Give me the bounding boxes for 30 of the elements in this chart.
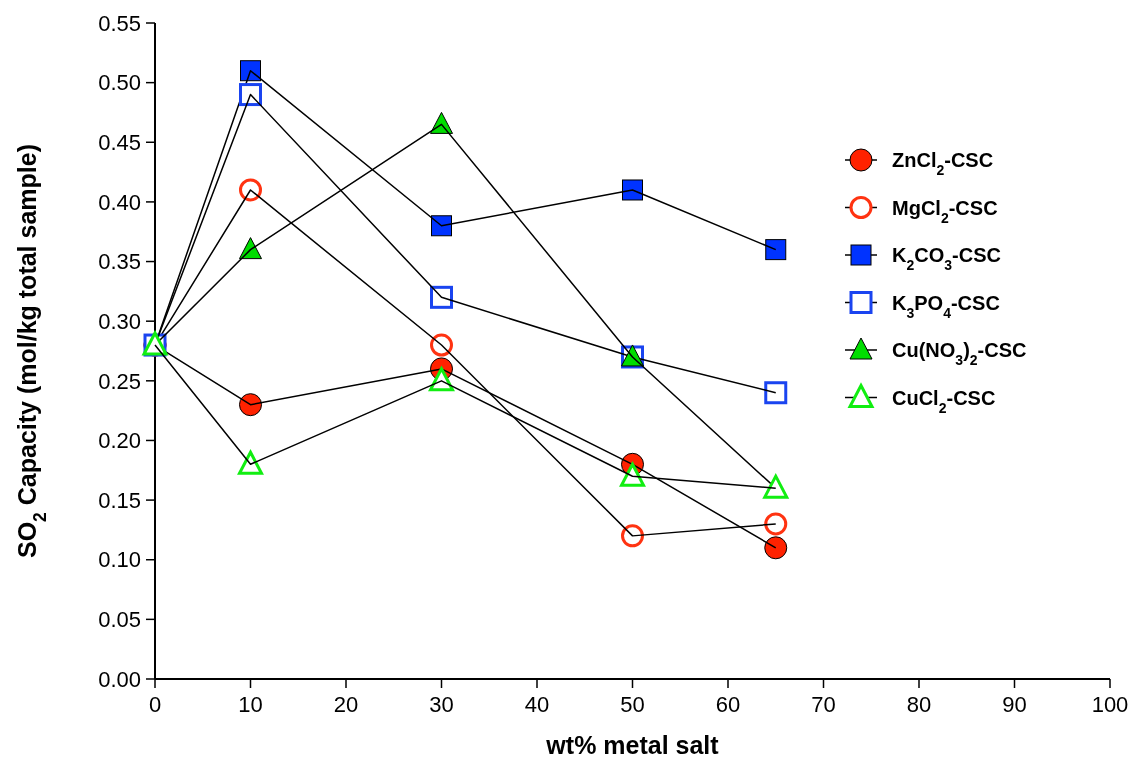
- y-tick-label: 0.00: [98, 666, 141, 692]
- y-tick-label: 0.45: [98, 129, 141, 155]
- legend-label: CuCl$_{2}$-CSC: [892, 386, 996, 416]
- x-tick-label: 80: [906, 692, 932, 717]
- x-tick-label: 60: [715, 692, 741, 717]
- x-axis-title: wt% metal salt: [545, 731, 720, 759]
- x-tick-label: 40: [524, 692, 550, 717]
- x-tick-label: 30: [429, 692, 454, 717]
- x-tick-label: 90: [1002, 692, 1027, 717]
- y-tick-label: 0.35: [98, 249, 141, 275]
- x-tick-label: 10: [238, 692, 263, 717]
- x-tick-label: 0: [148, 692, 162, 717]
- legend-label: Cu(NO$_{3}$)$_{2}$-CSC: [892, 339, 1027, 368]
- x-tick-label: 50: [620, 692, 645, 717]
- x-tick-label: 20: [333, 692, 359, 717]
- y-tick-label: 0.25: [98, 368, 141, 394]
- x-tick-label: 100: [1091, 692, 1129, 717]
- legend-label: K$_{3}$PO$_{4}$-CSC: [892, 291, 1000, 321]
- y-tick-label: 0.05: [98, 607, 141, 633]
- y-tick-label: 0.55: [98, 10, 141, 36]
- x-tick-label: 70: [811, 692, 836, 717]
- legend-label: K$_{2}$CO$_{3}$-CSC: [892, 244, 1001, 273]
- y-tick-label: 0.50: [98, 70, 141, 96]
- y-tick-label: 0.15: [98, 487, 141, 513]
- legend-label: ZnCl$_{2}$-CSC: [892, 149, 994, 178]
- y-tick-label: 0.10: [98, 547, 141, 573]
- legend-label: MgCl$_{2}$-CSC: [892, 196, 998, 226]
- y-tick-label: 0.20: [98, 428, 141, 454]
- y-tick-label: 0.30: [98, 308, 141, 334]
- y-tick-label: 0.40: [98, 189, 141, 215]
